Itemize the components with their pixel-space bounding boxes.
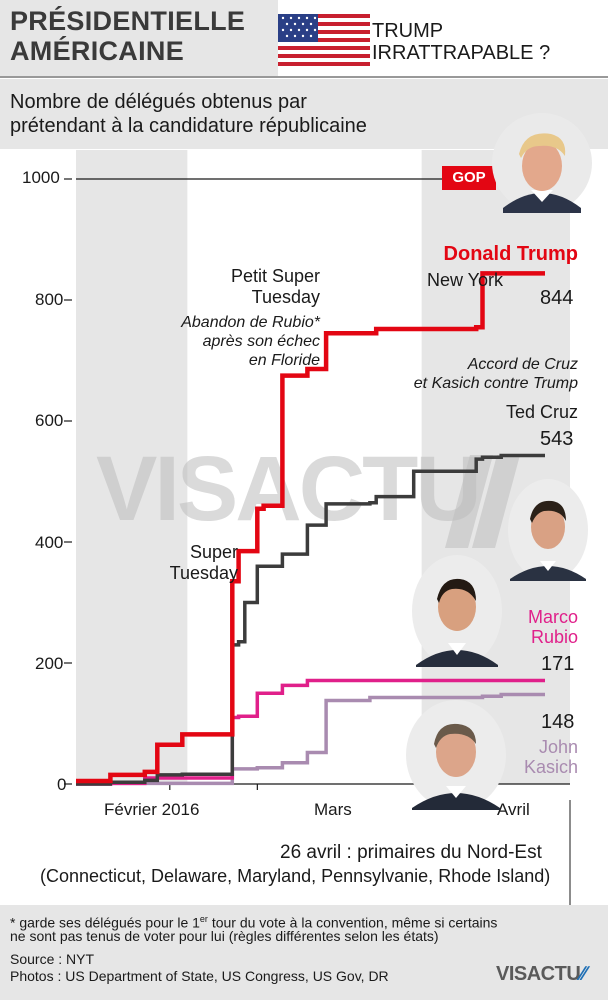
tagline-line-1: TRUMP bbox=[372, 20, 444, 42]
title-line-2: AMÉRICAINE bbox=[10, 36, 185, 66]
source-label: Source : NYT bbox=[10, 951, 95, 967]
rubio-note-line-1: Abandon de Rubio* bbox=[181, 314, 320, 331]
event-line-1: 26 avril : primaires du Nord-Est bbox=[280, 842, 542, 863]
cruz-value-label: 543 bbox=[540, 428, 574, 450]
watermark-mark-icon bbox=[445, 455, 520, 548]
subtitle-line-2: prétendant à la candidature républicaine bbox=[10, 115, 367, 137]
super-tuesday-line-2: Tuesday bbox=[169, 563, 238, 583]
rubio-name-label: Marco Rubio bbox=[480, 607, 578, 647]
kasich-name-line-2: Kasich bbox=[523, 757, 578, 777]
xtick-fevrier: Février 2016 bbox=[104, 800, 200, 819]
header-title-band bbox=[0, 0, 278, 76]
logo-text: VISACTU bbox=[496, 963, 581, 985]
kasich-name-label: John Kasich bbox=[480, 737, 578, 777]
cruz-portrait-icon bbox=[508, 479, 588, 581]
rubio-portrait-icon bbox=[412, 555, 502, 667]
ytick-800: 800 bbox=[35, 290, 64, 309]
ytick-0: 0 bbox=[57, 775, 67, 794]
rubio-value-label: 171 bbox=[541, 653, 575, 675]
header-divider bbox=[0, 76, 608, 78]
tagline-line-2: IRRATTRAPABLE ? bbox=[372, 42, 551, 64]
rubio-note-line-3: en Floride bbox=[248, 352, 320, 369]
footnote-sup: er bbox=[199, 914, 208, 924]
accord-line-1: Accord de Cruz bbox=[467, 356, 578, 373]
gop-badge-label: GOP bbox=[452, 169, 486, 186]
footnote-line-2: ne sont pas tenus de voter pour lui (règ… bbox=[10, 928, 439, 944]
visactu-logo: VISACTU∕∕ bbox=[496, 963, 586, 986]
event-line-2: (Connecticut, Delaware, Maryland, Pennsy… bbox=[40, 866, 551, 886]
accord-line-2: et Kasich contre Trump bbox=[413, 375, 578, 392]
accord-note: Accord de Cruz et Kasich contre Trump bbox=[360, 355, 578, 393]
trump-portrait-icon bbox=[492, 113, 592, 213]
super-tuesday-line-1: Super bbox=[189, 542, 238, 562]
subtitle-line-1: Nombre de délégués obtenus par bbox=[10, 91, 307, 113]
band-fevrier bbox=[76, 150, 188, 784]
page-title: PRÉSIDENTIELLE AMÉRICAINE bbox=[10, 6, 245, 66]
ytick-400: 400 bbox=[35, 533, 64, 552]
new-york-label: New York bbox=[427, 270, 504, 290]
xtick-mars: Mars bbox=[314, 800, 352, 819]
rubio-name-line-1: Marco bbox=[527, 607, 578, 627]
rubio-note-line-2: après son échec bbox=[202, 333, 320, 350]
series-lines bbox=[76, 271, 545, 786]
rubio-name-line-2: Rubio bbox=[530, 627, 578, 647]
kasich-portrait-icon bbox=[406, 700, 506, 810]
petit-super-tuesday-line-2: Tuesday bbox=[251, 287, 320, 307]
cruz-name-label: Ted Cruz bbox=[505, 402, 578, 422]
logo-mark-icon: ∕∕ bbox=[580, 963, 586, 985]
photos-credit: Photos : US Department of State, US Cong… bbox=[10, 968, 389, 984]
ytick-600: 600 bbox=[35, 411, 64, 430]
kasich-name-line-1: John bbox=[538, 737, 578, 757]
gop-badge: GOP bbox=[442, 166, 496, 190]
title-line-1: PRÉSIDENTIELLE bbox=[10, 6, 246, 36]
super-tuesday-label: Super Tuesday bbox=[120, 542, 238, 584]
footnote-b: tour du vote à la convention, même si ce… bbox=[207, 914, 498, 931]
chart-subtitle: Nombre de délégués obtenus par prétendan… bbox=[10, 90, 367, 138]
rubio-dropout-note: Abandon de Rubio* après son échec en Flo… bbox=[130, 313, 320, 370]
series-line-ted-cruz bbox=[76, 453, 545, 786]
kasich-value-label: 148 bbox=[541, 711, 575, 733]
ytick-200: 200 bbox=[35, 654, 64, 673]
footer-band bbox=[0, 905, 608, 1000]
trump-value-label: 844 bbox=[540, 287, 574, 309]
ytick-1000: 1000 bbox=[22, 168, 60, 187]
petit-super-tuesday-label: Petit Super Tuesday bbox=[160, 266, 320, 308]
trump-name-label: Donald Trump bbox=[443, 243, 578, 265]
watermark: VISACTU bbox=[96, 438, 479, 540]
header-tagline: TRUMP IRRATTRAPABLE ? bbox=[372, 20, 550, 64]
xtick-avril: Avril bbox=[497, 800, 530, 819]
footnote-a: * garde ses délégués pour le 1 bbox=[10, 914, 200, 931]
us-flag-icon bbox=[278, 14, 370, 66]
petit-super-tuesday-line-1: Petit Super bbox=[230, 266, 320, 286]
series-line-donald-trump bbox=[76, 271, 545, 784]
footnote-line-1: * garde ses délégués pour le 1er tour du… bbox=[10, 911, 497, 932]
